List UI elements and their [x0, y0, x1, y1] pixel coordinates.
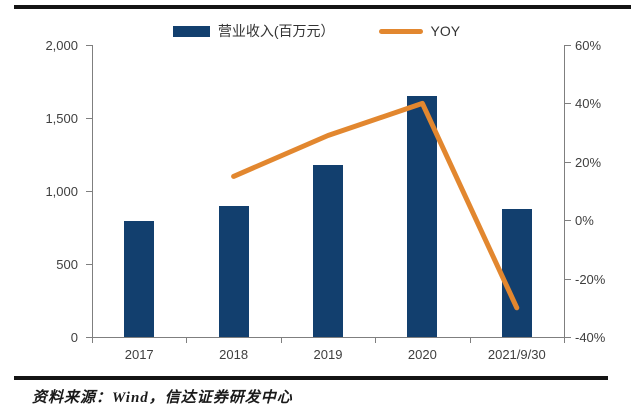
- legend-item-revenue: 营业收入(百万元）: [172, 21, 335, 41]
- right-axis-tick: [565, 278, 571, 280]
- legend-revenue-label: 营业收入(百万元）: [217, 23, 335, 39]
- left-axis-tick-label: 500: [56, 257, 78, 272]
- left-axis-tick: [86, 191, 92, 192]
- right-axis-tick: [565, 220, 571, 222]
- x-axis-tick: [280, 338, 282, 343]
- right-axis-tick-label: 60%: [575, 38, 602, 53]
- right-axis-tick-label: 40%: [575, 96, 602, 112]
- x-axis-category-label: 2019: [313, 347, 343, 362]
- left-axis-tick: [86, 118, 92, 119]
- x-axis: [88, 337, 569, 338]
- x-axis-category-label: 2020: [407, 347, 437, 362]
- left-axis-tick: [86, 337, 92, 338]
- right-axis-tick-label: 20%: [575, 154, 602, 170]
- revenue-bar-2019: [313, 165, 343, 337]
- right-axis-tick-label: 0%: [575, 213, 594, 229]
- right-axis-tick: [565, 337, 571, 338]
- x-axis-category-label: 2021/9/30: [487, 347, 546, 362]
- yoy-line: [231, 100, 520, 311]
- yoy-line-swatch-icon: [378, 28, 423, 34]
- x-axis-tick: [375, 338, 377, 343]
- x-axis-tick: [186, 338, 188, 343]
- revenue-bar-swatch-icon: [172, 25, 210, 37]
- revenue-bar-2021/9/30: [501, 208, 532, 337]
- right-axis-tick-label: -40%: [575, 330, 606, 345]
- legend-item-yoy: YOY: [378, 23, 461, 39]
- x-axis-category-label: 2017: [124, 347, 154, 362]
- y-axis-right: [564, 45, 565, 338]
- top-divider: [14, 5, 631, 9]
- revenue-bar-2018: [218, 205, 249, 337]
- x-axis-tick: [469, 338, 471, 343]
- right-axis-tick: [565, 103, 571, 105]
- left-axis-tick-label: 2,000: [45, 38, 78, 53]
- source-note: 资料来源：Wind，信达证券研发中心: [32, 390, 293, 406]
- x-axis-tick: [92, 338, 93, 343]
- right-axis-tick: [565, 45, 571, 46]
- left-axis-tick-label: 0: [70, 330, 78, 345]
- right-axis-tick: [565, 161, 571, 163]
- left-axis-tick: [86, 45, 92, 46]
- revenue-bar-2020: [407, 96, 438, 337]
- x-axis-tick: [564, 338, 565, 343]
- chart-legend: 营业收入(百万元） YOY: [0, 18, 633, 44]
- x-axis-category-label: 2018: [219, 347, 249, 362]
- y-axis-left: [92, 45, 93, 342]
- revenue-bar-2017: [124, 220, 155, 337]
- legend-yoy-label: YOY: [430, 23, 461, 39]
- left-axis-tick: [86, 264, 92, 265]
- right-axis-tick-label: -20%: [575, 271, 606, 287]
- bottom-divider: [14, 376, 608, 380]
- left-axis-tick-label: 1,000: [45, 184, 78, 199]
- left-axis-tick-label: 1,500: [45, 111, 78, 126]
